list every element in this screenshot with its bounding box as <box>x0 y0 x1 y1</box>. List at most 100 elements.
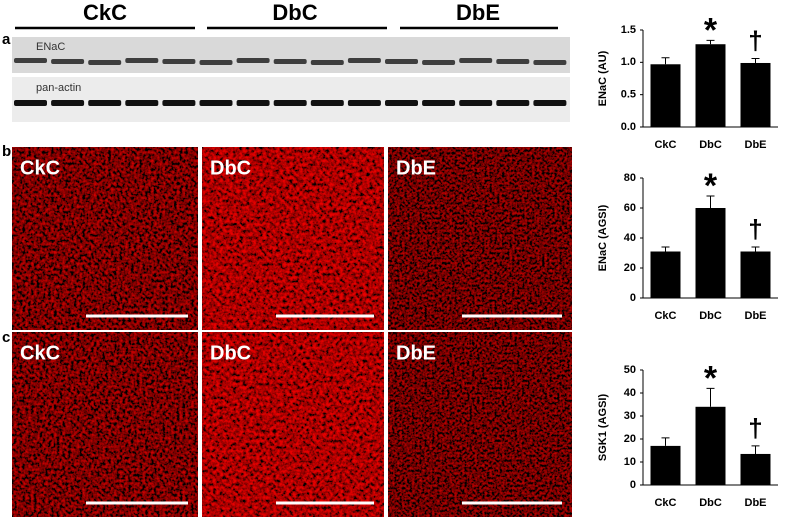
y-tick-label: 0 <box>630 479 636 491</box>
micrograph-label: DbE <box>396 157 436 179</box>
significance-mark: † <box>748 413 762 443</box>
band <box>422 100 456 106</box>
blot-group-label: CkC <box>83 0 127 25</box>
error-bar <box>661 246 670 252</box>
x-tick-label: CkC <box>654 139 676 151</box>
band <box>533 100 567 106</box>
error-bar <box>706 195 715 208</box>
y-axis-label: ENaC (AU) <box>597 50 609 106</box>
x-tick-label: DbC <box>699 139 722 151</box>
panel-label: a <box>2 31 11 48</box>
band <box>125 100 159 106</box>
y-tick-label: 1.0 <box>621 56 636 68</box>
significance-mark: * <box>704 359 718 397</box>
lanes <box>14 58 567 106</box>
error-bar <box>706 39 715 45</box>
y-tick-label: 40 <box>624 232 636 244</box>
x-tick-label: DbC <box>699 497 722 509</box>
band <box>273 59 307 64</box>
x-tick-label: CkC <box>654 497 676 509</box>
band <box>51 100 85 106</box>
band <box>385 59 418 64</box>
band <box>199 100 233 106</box>
error-bar <box>661 437 670 446</box>
bar <box>740 62 771 128</box>
bar <box>740 453 771 485</box>
micrographs: CkC DbC DbE CkC DbC DbE <box>12 147 572 517</box>
y-tick-label: 0 <box>630 292 636 304</box>
bar <box>650 445 681 485</box>
significance-mark: † <box>748 214 762 244</box>
blot-group-label: DbE <box>456 0 500 25</box>
y-tick-label: 1.5 <box>621 24 636 36</box>
band <box>496 59 530 64</box>
bar <box>650 64 681 127</box>
band <box>236 58 270 63</box>
band <box>51 59 85 64</box>
y-axis-label: ENaC (AGSI) <box>597 204 609 271</box>
blot-group-label: DbC <box>272 0 317 25</box>
micrograph <box>388 332 572 517</box>
significance-mark: * <box>704 11 718 49</box>
band <box>496 100 530 106</box>
y-tick-label: 40 <box>624 387 636 399</box>
significance-mark: * <box>704 167 718 205</box>
panel-label: c <box>2 329 10 346</box>
panel-labels: a b c <box>2 31 11 346</box>
y-tick-label: 60 <box>624 202 636 214</box>
micrograph <box>388 147 572 330</box>
x-tick-label: DbE <box>745 497 767 509</box>
y-tick-label: 0.0 <box>621 121 636 133</box>
band <box>14 100 47 106</box>
band <box>162 59 196 64</box>
band <box>14 58 47 63</box>
y-tick-label: 10 <box>624 456 636 468</box>
band <box>459 100 493 106</box>
band-label: ENaC <box>36 41 65 53</box>
micrograph <box>202 147 384 330</box>
panel-label: b <box>2 143 11 160</box>
band <box>236 100 270 106</box>
band <box>273 100 307 106</box>
micrograph-label: DbE <box>396 342 436 364</box>
y-tick-label: 20 <box>624 433 636 445</box>
micrograph <box>202 332 384 517</box>
bar <box>695 208 726 298</box>
y-tick-label: 0.5 <box>621 89 636 101</box>
x-tick-label: CkC <box>654 310 676 322</box>
band <box>422 60 456 65</box>
band <box>125 58 159 63</box>
y-tick-label: 50 <box>624 364 636 376</box>
band <box>459 58 493 63</box>
bar <box>695 406 726 485</box>
error-bar <box>661 57 670 65</box>
band <box>162 100 196 106</box>
bar <box>695 44 726 127</box>
band <box>88 60 122 65</box>
x-tick-label: DbC <box>699 310 722 322</box>
x-tick-label: DbE <box>745 310 767 322</box>
band <box>88 100 122 106</box>
error-bar <box>751 57 760 63</box>
x-tick-label: DbE <box>745 139 767 151</box>
y-axis-label: SGK1 (AGSI) <box>597 394 609 462</box>
blot: CkC DbC DbE ENaC pan-actin <box>12 0 570 122</box>
band <box>199 60 233 65</box>
micrograph-label: DbC <box>210 342 251 364</box>
band <box>347 58 381 63</box>
band-label: pan-actin <box>36 82 81 94</box>
band <box>310 100 344 106</box>
micrograph-label: CkC <box>20 342 60 364</box>
error-bar <box>706 387 715 407</box>
band <box>310 60 344 65</box>
micrograph <box>12 332 198 517</box>
blot-strip <box>12 77 570 122</box>
blot-strip <box>12 37 570 73</box>
bar <box>650 251 681 298</box>
error-bar <box>751 445 760 454</box>
micrograph-label: CkC <box>20 157 60 179</box>
micrograph-label: DbC <box>210 157 251 179</box>
micrograph <box>12 147 198 330</box>
band <box>385 100 418 106</box>
